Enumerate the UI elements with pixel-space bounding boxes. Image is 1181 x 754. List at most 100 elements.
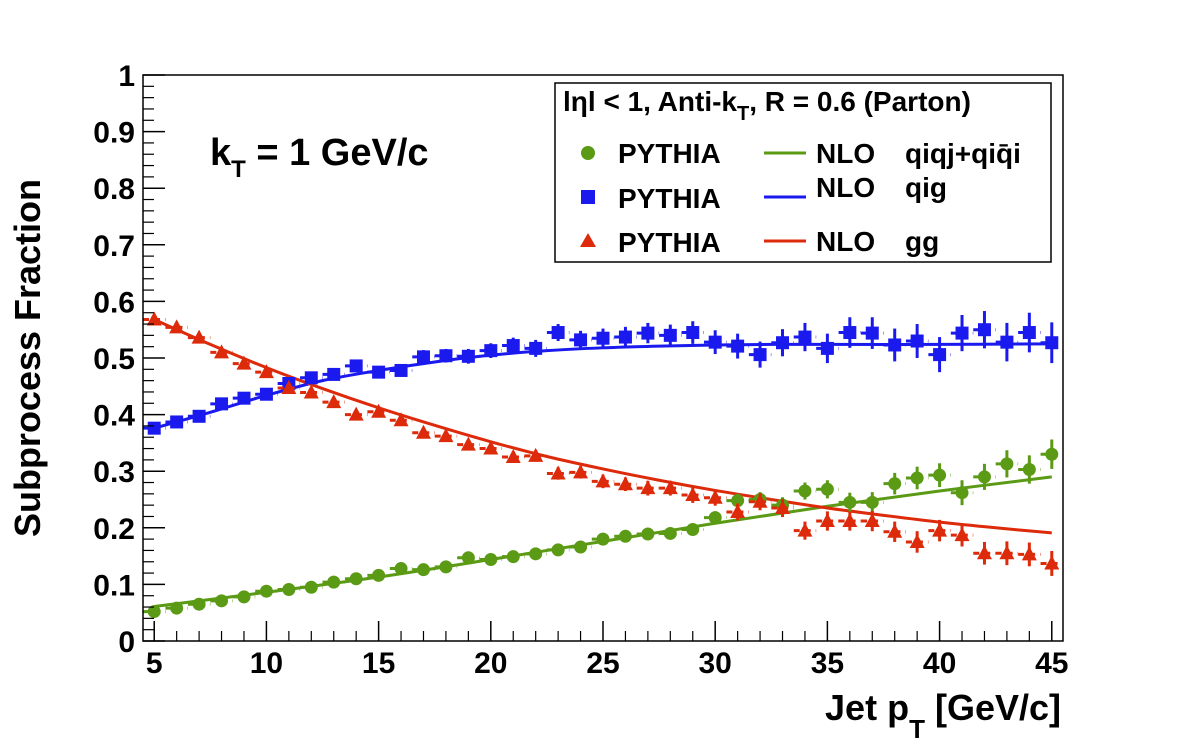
- pythia-point-square: [147, 421, 161, 435]
- pythia-point-triangle: [169, 319, 185, 334]
- pythia-point-triangle: [528, 447, 544, 462]
- legend-header-post: , R = 0.6 (Parton): [749, 86, 971, 117]
- pythia-point-circle: [282, 582, 296, 596]
- pythia-point-triangle: [573, 464, 589, 479]
- legend-header-pre: lηl < 1, Anti-k: [563, 86, 737, 117]
- pythia-point-triangle: [303, 384, 319, 399]
- pythia-point-triangle: [819, 513, 835, 528]
- pythia-point-triangle: [617, 476, 633, 491]
- pythia-point-square: [394, 363, 408, 377]
- x-tick-label: 25: [586, 647, 619, 680]
- pythia-point-triangle: [483, 440, 499, 455]
- pythia-point-circle: [237, 590, 251, 604]
- pythia-point-triangle: [505, 449, 521, 464]
- y-tick-label: 0.3: [93, 456, 135, 489]
- pythia-point-triangle: [707, 489, 723, 504]
- pythia-point-triangle: [797, 522, 813, 537]
- legend-process-1-text: qiqj+qiq̄i: [905, 138, 1021, 169]
- pythia-point-triangle: [191, 329, 207, 344]
- pythia-point-square: [461, 349, 475, 363]
- pythia-point-circle: [798, 484, 812, 498]
- pythia-point-square: [259, 387, 273, 401]
- pythia-point-triangle: [326, 394, 342, 409]
- pythia-point-circle: [865, 495, 879, 509]
- pythia-point-triangle: [954, 527, 970, 542]
- pythia-point-square: [506, 339, 520, 353]
- y-tick-label: 0: [118, 626, 135, 659]
- pythia-point-square: [731, 339, 745, 353]
- pythia-point-square: [955, 326, 969, 340]
- y-axis-title: Subprocess Fraction: [7, 179, 48, 537]
- x-axis-title: Jet pT [GeV/c]: [825, 687, 1061, 744]
- legend-header-sub: T: [737, 103, 749, 125]
- y-tick-label: 0.4: [93, 400, 135, 433]
- pythia-point-square: [663, 328, 677, 342]
- pythia-point-circle: [641, 527, 655, 541]
- pythia-point-square: [798, 330, 812, 344]
- pythia-point-square: [349, 359, 363, 373]
- pythia-point-triangle: [775, 499, 791, 514]
- legend-line-label-2: NLO: [816, 172, 875, 203]
- y-tick-label: 0.1: [93, 569, 135, 602]
- legend-process-3: gg: [905, 226, 939, 257]
- pythia-point-circle: [686, 522, 700, 536]
- pythia-point-square: [439, 349, 453, 363]
- pythia-point-circle: [1000, 457, 1014, 471]
- x-tick-label: 20: [474, 647, 507, 680]
- legend-marker-label-2: PYTHIA: [618, 183, 721, 214]
- x-axis-title-main: Jet p: [825, 687, 909, 728]
- pythia-point-triangle: [393, 412, 409, 427]
- pythia-point-square: [1022, 326, 1036, 340]
- pythia-point-square: [484, 344, 498, 358]
- y-tick-label: 1: [118, 60, 135, 93]
- legend-line-label-3: NLO: [816, 226, 875, 257]
- x-tick-label: 5: [146, 647, 163, 680]
- pythia-point-square: [1000, 335, 1014, 349]
- legend-process-1: qiqj+qiq̄i: [905, 138, 1021, 169]
- pythia-point-triangle: [348, 406, 364, 421]
- pythia-point-triangle: [976, 545, 992, 560]
- x-tick-label: 30: [699, 647, 732, 680]
- pythia-point-circle: [574, 540, 588, 554]
- x-axis-title-unit: [GeV/c]: [935, 687, 1061, 728]
- axes: 5 10 15 20 25 30 35 40 45 0 0.1 0.2 0.3 0.4 0.5 0.6 0.7 0…: [93, 60, 1068, 680]
- pythia-point-triangle: [640, 480, 656, 495]
- pythia-point-circle: [439, 560, 453, 574]
- pythia-point-circle: [506, 550, 520, 564]
- y-tick-label: 0.5: [93, 343, 135, 376]
- pythia-point-triangle: [1044, 555, 1060, 570]
- pythia-point-square: [933, 348, 947, 362]
- pythia-point-square: [843, 326, 857, 340]
- pythia-point-circle: [349, 572, 363, 586]
- pythia-point-triangle: [730, 503, 746, 518]
- pythia-point-circle: [147, 605, 161, 619]
- pythia-point-triangle: [662, 480, 678, 495]
- legend-line-label-1: NLO: [816, 138, 875, 169]
- pythia-point-triangle: [214, 344, 230, 359]
- pythia-point-triangle: [281, 379, 297, 394]
- kt-annotation-sub: T: [231, 156, 246, 183]
- pythia-point-circle: [215, 594, 229, 608]
- pythia-point-triangle: [864, 513, 880, 528]
- pythia-point-triangle: [887, 523, 903, 538]
- pythia-point-triangle: [550, 465, 566, 480]
- pythia-point-circle: [977, 470, 991, 484]
- pythia-point-square: [304, 371, 318, 385]
- pythia-point-triangle: [1021, 546, 1037, 561]
- pythia-point-square: [888, 338, 902, 352]
- pythia-point-circle: [955, 486, 969, 500]
- pythia-point-square: [1045, 336, 1059, 350]
- pythia-point-triangle: [438, 428, 454, 443]
- pythia-point-square: [910, 334, 924, 348]
- legend-marker-label-1: PYTHIA: [618, 138, 721, 169]
- pythia-point-square: [753, 348, 767, 362]
- pythia-point-circle: [820, 482, 834, 496]
- pythia-point-circle: [618, 529, 632, 543]
- pythia-point-circle: [461, 551, 475, 565]
- pythia-point-triangle: [415, 424, 431, 439]
- pythia-point-square: [574, 333, 588, 347]
- pythia-point-triangle: [460, 436, 476, 451]
- legend-process-2: qig: [905, 172, 947, 203]
- pythia-point-square: [551, 326, 565, 340]
